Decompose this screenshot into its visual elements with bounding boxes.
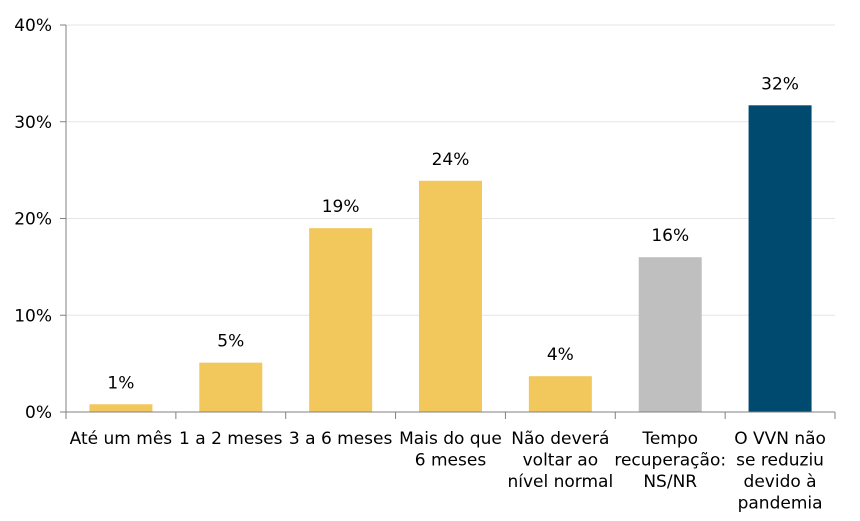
x-category-label-line: Tempo xyxy=(641,429,698,449)
bar xyxy=(89,404,153,412)
y-tick-label: 10% xyxy=(14,306,52,326)
data-label: 5% xyxy=(217,332,244,352)
x-category-label-line: pandemia xyxy=(738,494,823,514)
axes xyxy=(60,24,836,419)
data-label: 4% xyxy=(547,345,574,365)
x-category-label: Até um mês xyxy=(70,429,173,449)
x-category-label-line: O VVN não xyxy=(734,429,826,449)
x-category-label-line: 1 a 2 meses xyxy=(179,429,283,449)
x-category-label-line: 6 meses xyxy=(415,451,487,471)
x-category-label-line: Até um mês xyxy=(70,429,173,449)
bar xyxy=(638,257,702,412)
bar xyxy=(528,376,592,412)
y-tick-label: 0% xyxy=(25,403,52,423)
x-category-label-line: Não deverá xyxy=(511,429,609,449)
x-category-label: O VVN não se reduziu devido à pandemia xyxy=(734,429,826,514)
y-tick-label: 30% xyxy=(14,113,52,133)
bar xyxy=(748,105,812,413)
x-category-label: Não deverá voltar ao nível normal xyxy=(507,429,613,492)
x-category-label-line: nível normal xyxy=(507,472,613,492)
data-label: 19% xyxy=(322,197,360,217)
x-category-label: 3 a 6 meses xyxy=(289,429,393,449)
data-label: 16% xyxy=(651,226,689,246)
y-tick-label: 40% xyxy=(14,16,52,36)
x-category-label-line: devido à xyxy=(744,472,817,492)
x-category-label: Tempo recuperação: NS/NR xyxy=(614,429,726,492)
bars xyxy=(89,105,812,413)
x-category-label-line: se reduziu xyxy=(736,451,824,471)
bar xyxy=(419,180,482,412)
data-label: 24% xyxy=(432,150,470,170)
y-tick-label: 20% xyxy=(14,210,52,230)
bar xyxy=(309,228,373,412)
labels: 0% 10% 20% 30% 40% 1% Até um mês 5% 1 a 2 meses 1… xyxy=(14,16,826,514)
bar xyxy=(199,362,263,412)
x-category-label-line: NS/NR xyxy=(643,472,697,492)
data-label: 1% xyxy=(107,373,134,393)
x-category-label-line: voltar ao xyxy=(523,451,598,471)
x-category-label: Mais do que 6 meses xyxy=(399,429,502,471)
x-category-label-line: 3 a 6 meses xyxy=(289,429,393,449)
x-category-label: 1 a 2 meses xyxy=(179,429,283,449)
x-category-label-line: Mais do que xyxy=(399,429,502,449)
x-category-label-line: recuperação: xyxy=(614,451,726,471)
data-label: 32% xyxy=(761,74,799,94)
